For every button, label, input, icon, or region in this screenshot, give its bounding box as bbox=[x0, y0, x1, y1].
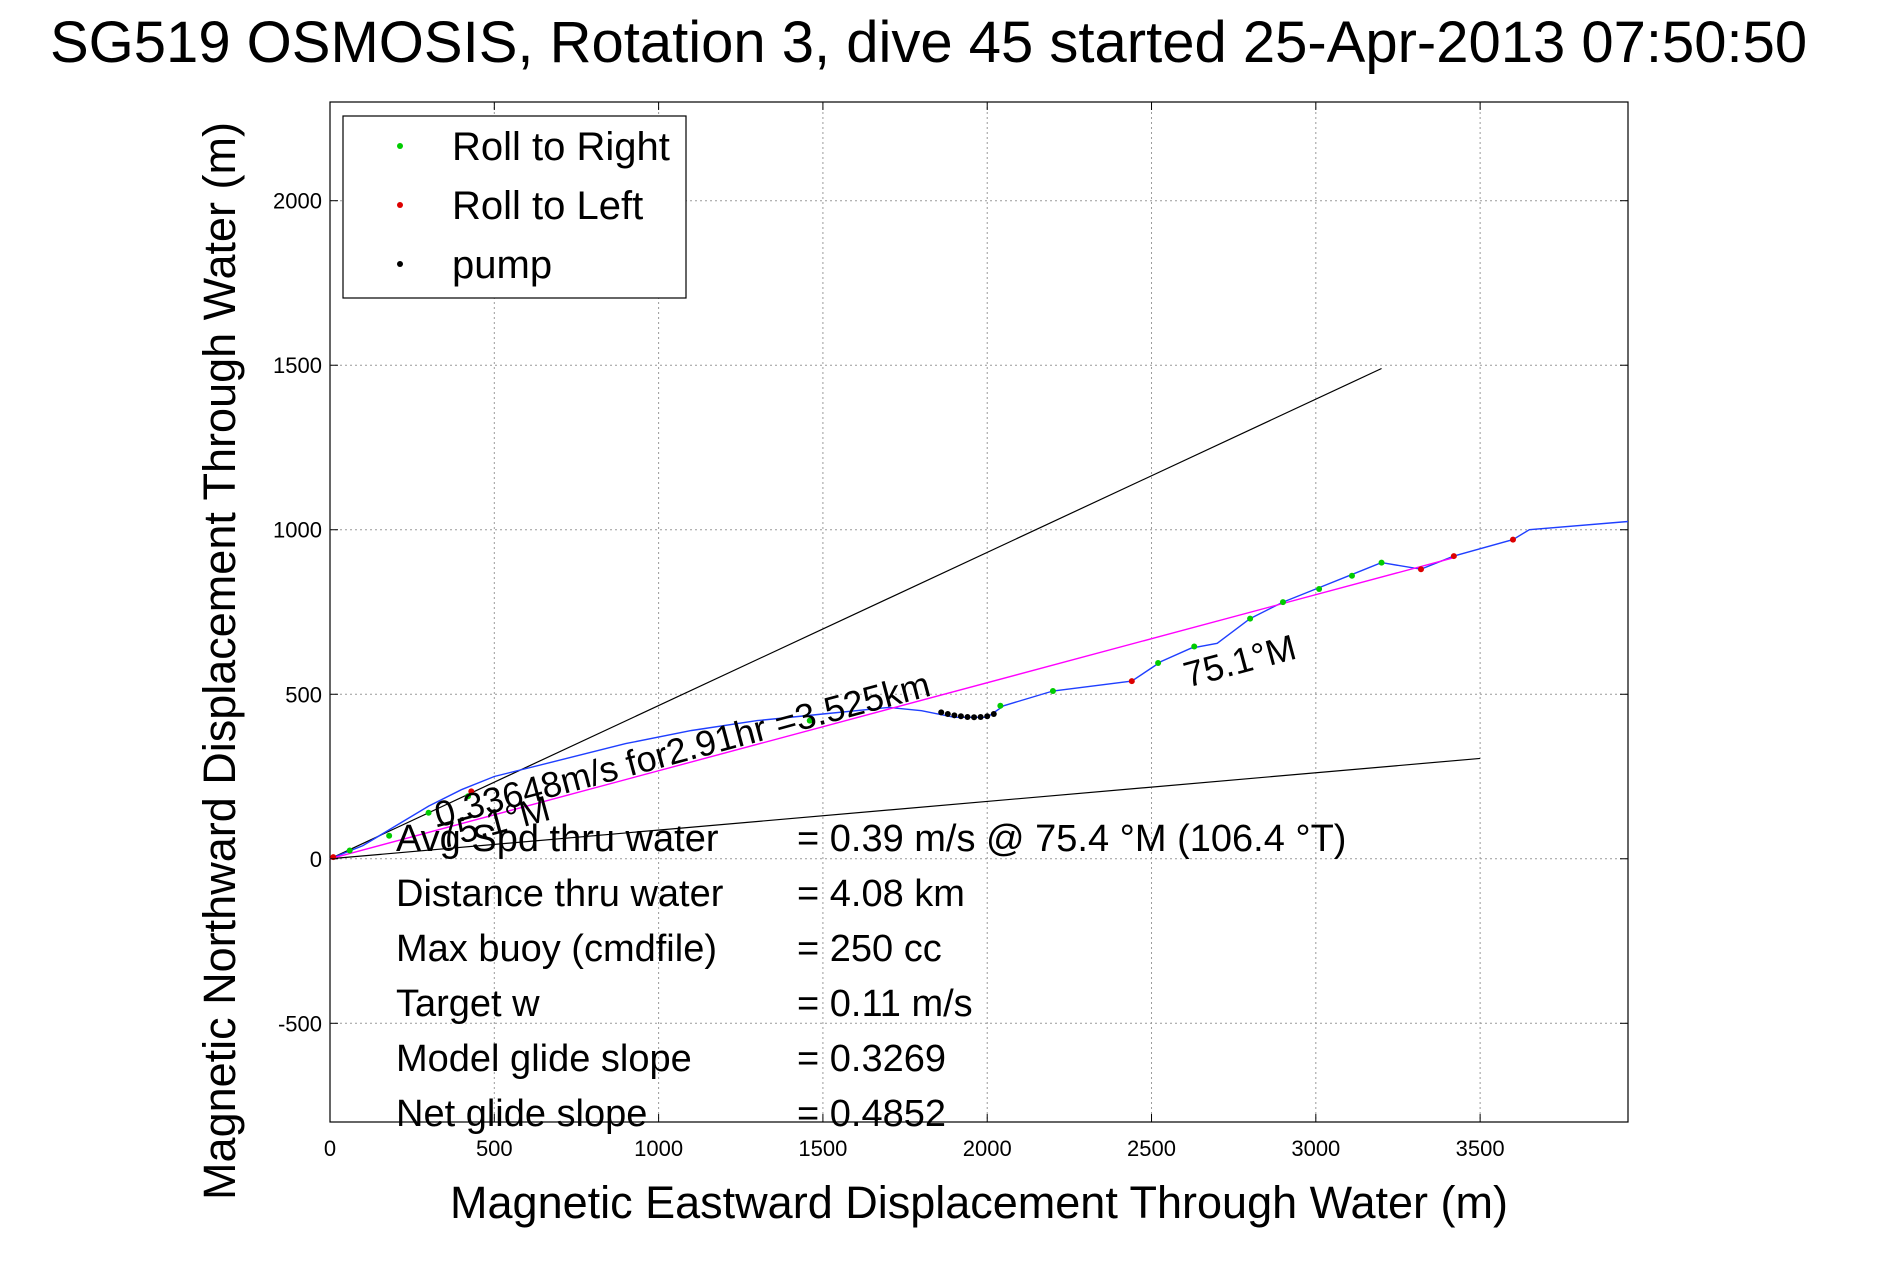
roll-left-marker bbox=[1450, 553, 1457, 560]
roll-right-marker bbox=[1155, 660, 1162, 666]
roll-right-marker bbox=[465, 793, 472, 800]
pump-marker bbox=[984, 713, 991, 720]
roll-right-marker bbox=[1049, 687, 1056, 694]
x-tick-label: 1000 bbox=[634, 1136, 683, 1161]
x-tick-label: 2000 bbox=[963, 1136, 1012, 1161]
legend-marker bbox=[397, 202, 403, 208]
legend-label: Roll to Left bbox=[452, 184, 643, 228]
x-tick-label: 0 bbox=[324, 1136, 336, 1161]
roll-right-marker bbox=[1316, 585, 1323, 592]
reference-line bbox=[329, 367, 1382, 860]
stat-value: = 0.3269 bbox=[797, 1038, 946, 1080]
x-tick-labels: 0 500 1000 1500 2000 2500 3000 3500 bbox=[324, 102, 1505, 1161]
x-tick-label: 2500 bbox=[1127, 1136, 1176, 1161]
roll-right-marker bbox=[346, 847, 353, 854]
stat-label: Max buoy (cmdfile) bbox=[396, 928, 717, 970]
roll-left-marker bbox=[1509, 536, 1516, 543]
stat-value: = 0.4852 bbox=[797, 1093, 946, 1135]
roll-right-marker bbox=[997, 702, 1004, 709]
roll-right-marker bbox=[1348, 572, 1355, 579]
pump-marker bbox=[938, 709, 945, 716]
legend-marker bbox=[397, 261, 403, 267]
x-tick-label: 3000 bbox=[1291, 1136, 1340, 1161]
y-tick-label: 0 bbox=[310, 847, 322, 872]
y-tick-labels: -500 0 500 1000 1500 2000 bbox=[273, 189, 1628, 1036]
stat-label: Distance thru water bbox=[396, 873, 724, 915]
roll-right-marker bbox=[806, 717, 813, 724]
chart-title: SG519 OSMOSIS, Rotation 3, dive 45 start… bbox=[50, 10, 1807, 75]
pump-marker bbox=[971, 714, 978, 721]
roll-right-marker bbox=[1191, 643, 1198, 650]
stat-label: Target w bbox=[396, 983, 540, 1025]
y-tick-label: 500 bbox=[285, 682, 322, 707]
legend-label: pump bbox=[452, 243, 552, 287]
x-axis-label: Magnetic Eastward Displacement Through W… bbox=[450, 1177, 1508, 1228]
roll-left-marker bbox=[468, 788, 475, 795]
stat-value: = 250 cc bbox=[797, 928, 942, 970]
y-tick-label: -500 bbox=[278, 1011, 322, 1036]
reference-line bbox=[329, 757, 1481, 860]
stat-label: Model glide slope bbox=[396, 1038, 692, 1080]
legend-marker bbox=[397, 143, 403, 149]
roll-right-marker bbox=[386, 832, 393, 839]
pump-marker bbox=[977, 713, 984, 720]
stat-value: = 0.39 m/s @ 75.4 °M (106.4 °T) bbox=[797, 818, 1346, 860]
y-axis-label: Magnetic Northward Displacement Through … bbox=[194, 122, 245, 1200]
legend: Roll to Right Roll to Left pump bbox=[342, 115, 687, 299]
roll-right-marker bbox=[1279, 599, 1286, 606]
pump-marker bbox=[944, 711, 951, 717]
roll-left-marker bbox=[1417, 566, 1424, 573]
stat-value: = 0.11 m/s bbox=[797, 983, 973, 1025]
stat-label: Net glide slope bbox=[396, 1093, 647, 1135]
y-tick-label: 2000 bbox=[273, 189, 322, 214]
roll-right-marker bbox=[1378, 559, 1385, 566]
roll-right-marker bbox=[425, 809, 432, 816]
series-line bbox=[329, 557, 1454, 860]
reference-lines bbox=[329, 367, 1481, 860]
pump-marker bbox=[951, 712, 958, 719]
stat-label: Avg Spd thru water bbox=[396, 818, 719, 860]
stats-block: Avg Spd thru water = 0.39 m/s @ 75.4 °M (… bbox=[396, 818, 1346, 1135]
y-tick-label: 1000 bbox=[273, 518, 322, 543]
y-tick-label: 1500 bbox=[273, 353, 322, 378]
pump-marker bbox=[957, 713, 964, 720]
x-tick-label: 3500 bbox=[1456, 1136, 1505, 1161]
pump-marker bbox=[990, 711, 997, 717]
roll-left-marker bbox=[1128, 678, 1135, 685]
marker-group bbox=[330, 536, 1516, 861]
x-tick-label: 1500 bbox=[798, 1136, 847, 1161]
legend-label: Roll to Right bbox=[452, 125, 670, 169]
roll-right-marker bbox=[1247, 615, 1254, 622]
x-tick-label: 500 bbox=[476, 1136, 513, 1161]
stat-value: = 4.08 km bbox=[797, 873, 965, 915]
pump-marker bbox=[964, 713, 971, 720]
